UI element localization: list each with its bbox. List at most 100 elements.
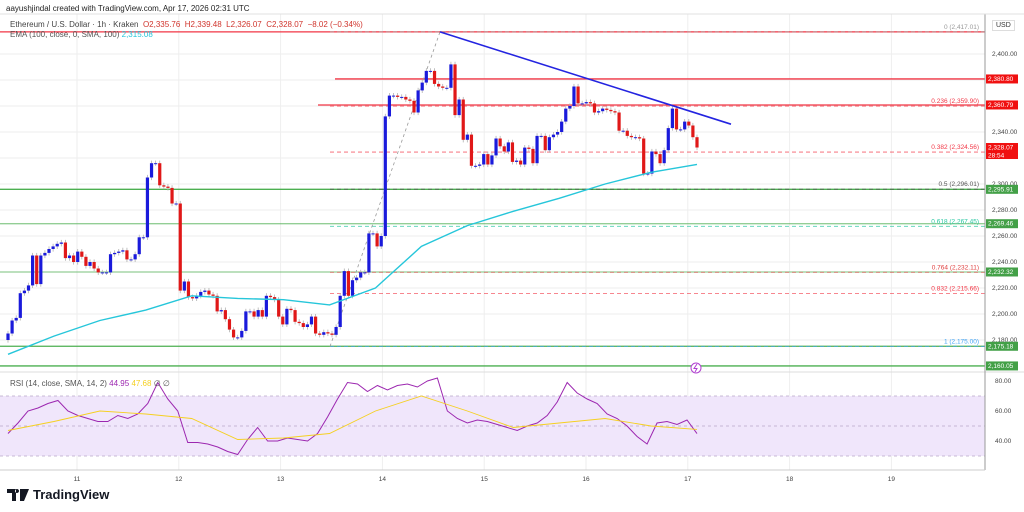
candle-up bbox=[264, 295, 268, 317]
candle-up bbox=[514, 160, 519, 162]
rsi-legend[interactable]: RSI (14, close, SMA, 14, 2) 44.95 47.68 … bbox=[10, 379, 170, 388]
candle-down bbox=[260, 310, 264, 317]
candle-up bbox=[154, 163, 158, 165]
high-value: H2,339.48 bbox=[184, 20, 222, 29]
candle-up bbox=[244, 311, 248, 331]
candle-up bbox=[391, 95, 396, 97]
price-tag-label: 2,175.18 bbox=[988, 343, 1014, 350]
candle-down bbox=[432, 70, 437, 84]
price-tag-label: 2,328.07 bbox=[988, 145, 1014, 152]
candle-up bbox=[334, 327, 338, 335]
candle-up bbox=[449, 64, 453, 88]
trendline[interactable] bbox=[439, 31, 732, 125]
candle-down bbox=[277, 299, 281, 317]
candle-up bbox=[367, 233, 371, 273]
candle-down bbox=[346, 271, 350, 296]
candle-up bbox=[59, 242, 63, 244]
candle-down bbox=[441, 86, 445, 88]
candle-down bbox=[510, 142, 515, 162]
candle-down bbox=[84, 256, 88, 266]
candle-down bbox=[125, 250, 129, 260]
candle-up bbox=[256, 310, 260, 317]
candle-down bbox=[186, 281, 191, 298]
candle-up bbox=[379, 236, 383, 247]
candle-down bbox=[268, 295, 273, 298]
price-tick-label: 2,300.00 bbox=[992, 181, 1018, 188]
rsi-extra-1: ∅ bbox=[153, 379, 161, 388]
candle-down bbox=[461, 99, 465, 140]
candle-down bbox=[375, 233, 379, 247]
chart-credit: aayushjindal created with TradingView.co… bbox=[6, 4, 250, 13]
candle-down bbox=[576, 86, 580, 104]
candle-up bbox=[478, 164, 482, 166]
candle-up bbox=[670, 108, 674, 129]
candle-up bbox=[359, 272, 363, 278]
fib-level-label: 0.236 (2,359.90) bbox=[931, 98, 979, 105]
candle-up bbox=[305, 324, 309, 327]
price-tag-label: 2,360.79 bbox=[988, 102, 1014, 109]
candle-down bbox=[207, 290, 211, 295]
candle-up bbox=[363, 272, 367, 274]
candle-up bbox=[47, 249, 51, 253]
candle-up bbox=[650, 151, 654, 174]
fibonacci-retracement[interactable]: 0 (2,417.01) 0.236 (2,359.90) 0.382 (2,324… bbox=[329, 24, 985, 347]
candle-up bbox=[506, 142, 510, 152]
candle-up bbox=[133, 254, 137, 260]
candle-down bbox=[437, 83, 441, 87]
candle-down bbox=[35, 255, 39, 285]
candle-up bbox=[51, 246, 55, 249]
candle-up bbox=[580, 103, 584, 105]
axes: 2,400.00 2,340.00 2,300.00 2,280.00 2,260.00… bbox=[0, 13, 1024, 483]
candle-up bbox=[43, 252, 47, 256]
candle-up bbox=[121, 250, 125, 252]
price-tag bbox=[986, 184, 1018, 194]
candles bbox=[6, 61, 699, 343]
candle-down bbox=[72, 255, 76, 262]
candle-down bbox=[592, 103, 597, 113]
price-tag bbox=[986, 361, 1018, 371]
candle-down bbox=[301, 323, 305, 327]
candle-up bbox=[678, 129, 683, 131]
symbol-legend: Ethereum / U.S. Dollar · 1h · Kraken O2,… bbox=[10, 20, 363, 29]
candle-down bbox=[588, 102, 592, 104]
candle-down bbox=[408, 99, 412, 101]
candle-down bbox=[687, 121, 691, 126]
change-value: −8.02 (−0.34%) bbox=[307, 20, 363, 29]
candle-up bbox=[535, 135, 539, 164]
rsi-tick-label: 60.00 bbox=[995, 408, 1012, 415]
candle-up bbox=[342, 271, 346, 296]
candle-up bbox=[621, 130, 625, 132]
candle-up bbox=[55, 243, 59, 247]
candle-up bbox=[662, 150, 666, 164]
candle-down bbox=[231, 329, 236, 338]
candle-down bbox=[297, 321, 301, 324]
candle-up bbox=[322, 332, 326, 335]
candle-up bbox=[309, 316, 314, 325]
price-tag bbox=[986, 74, 1018, 84]
price-tag-label: 2,380.80 bbox=[988, 76, 1014, 83]
symbol-name[interactable]: Ethereum / U.S. Dollar · 1h · Kraken bbox=[10, 20, 139, 29]
candle-up bbox=[547, 137, 551, 151]
candle-up bbox=[240, 330, 244, 338]
fib-level-label: 1 (2,175.00) bbox=[944, 339, 979, 346]
candle-down bbox=[289, 308, 293, 311]
tradingview-logo[interactable]: TradingView bbox=[7, 487, 109, 502]
currency-label[interactable]: USD bbox=[992, 20, 1015, 31]
ema-legend[interactable]: EMA (100, close, 0, SMA, 100) 2,315.08 bbox=[10, 30, 153, 39]
rsi-pane bbox=[0, 371, 1024, 457]
candle-up bbox=[555, 132, 560, 135]
time-tick-label: 14 bbox=[379, 476, 387, 483]
candle-up bbox=[564, 108, 568, 122]
time-tick-label: 15 bbox=[481, 476, 489, 483]
ema-100-line bbox=[7, 163, 698, 355]
lightning-icon[interactable] bbox=[690, 362, 702, 374]
candle-up bbox=[100, 272, 104, 274]
candle-down bbox=[412, 100, 416, 113]
candle-down bbox=[695, 137, 699, 148]
time-tick-label: 19 bbox=[888, 476, 896, 483]
candle-down bbox=[293, 310, 297, 322]
candle-up bbox=[646, 173, 650, 175]
candle-up bbox=[76, 251, 80, 262]
candle-up bbox=[10, 320, 14, 334]
